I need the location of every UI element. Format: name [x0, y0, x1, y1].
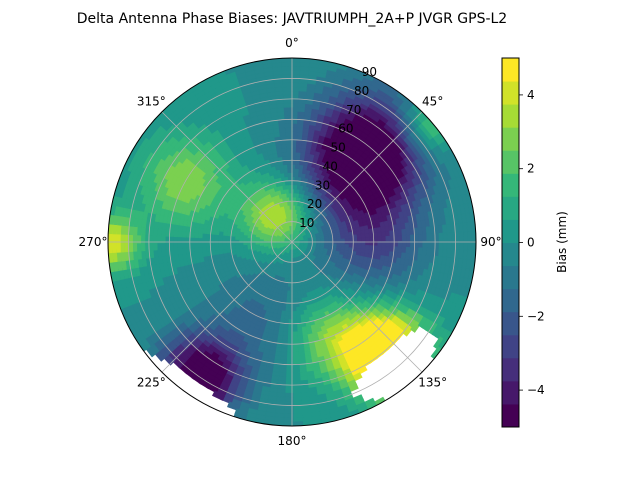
- chart-title: Delta Antenna Phase Biases: JAVTRIUMPH_2…: [77, 11, 507, 27]
- polar-plot-area: 0°45°90°135°180°225°270°315° 10203040506…: [79, 36, 502, 448]
- contour-field: [108, 58, 476, 426]
